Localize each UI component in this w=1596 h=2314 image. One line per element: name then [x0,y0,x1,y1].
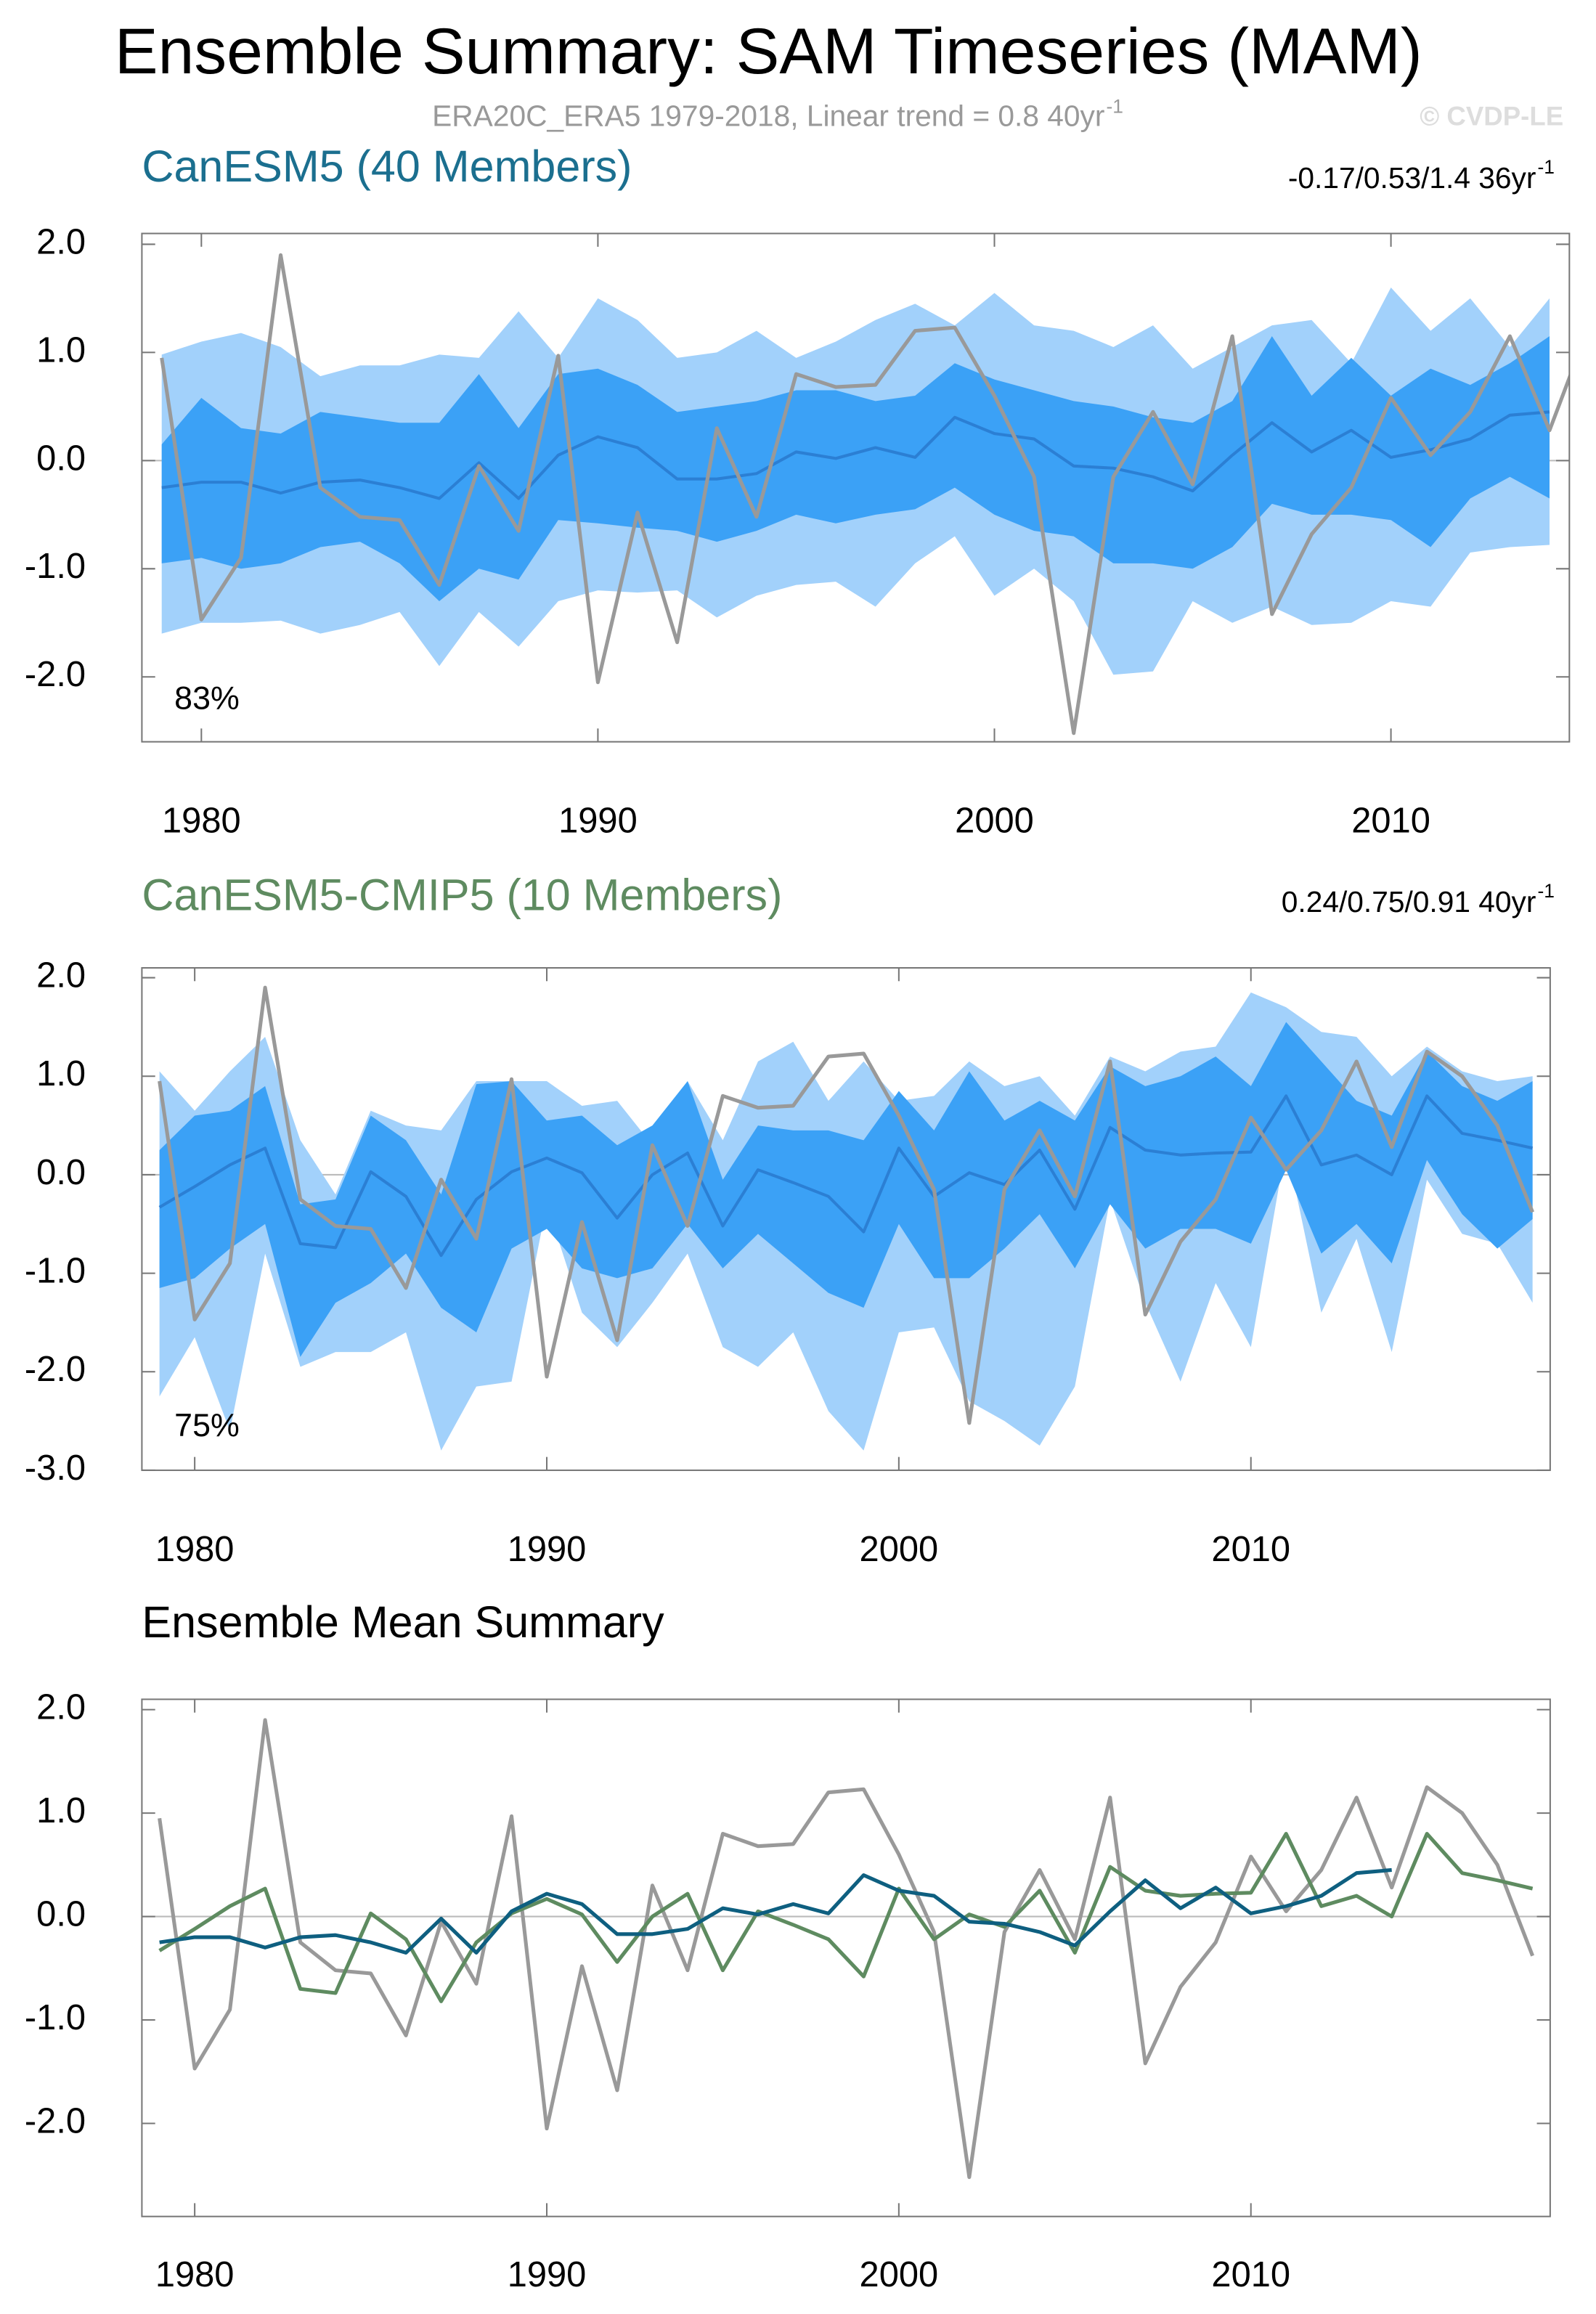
figure-title: Ensemble Summary: SAM Timeseries (MAM) [115,15,1422,87]
y-tick-label: 2.0 [36,1688,86,1727]
spread-band [159,1022,1533,1357]
x-tick-label: 2010 [1351,801,1430,840]
trend-label: 0.24/0.75/0.91 40yr [1282,885,1536,918]
series-line [160,253,1570,736]
x-tick-label: 2000 [860,1530,939,1569]
series-line [158,1832,1534,2003]
y-tick-label: 1.0 [36,1791,86,1830]
series-line [161,410,1550,500]
x-tick-label: 1990 [508,1530,587,1569]
series-line [158,1718,1535,2180]
x-tick-label: 1980 [155,1530,235,1569]
y-tick-label: 2.0 [36,222,86,261]
y-tick-label: 0.0 [36,1894,86,1934]
series-line [158,1094,1534,1258]
y-tick-label: 2.0 [36,956,86,995]
trend-superscript: -1 [1537,880,1555,902]
trend-superscript: -1 [1537,156,1555,178]
panel-title: CanESM5 (40 Members) [142,142,632,191]
x-tick-label: 1980 [162,801,241,840]
plot-frame [141,966,1551,1471]
spread-band [161,336,1550,601]
x-tick-label: 2000 [860,2255,939,2294]
x-tick-label: 1980 [155,2255,235,2294]
watermark: © CVDP-LE [1420,101,1563,131]
series-line [158,985,1534,1425]
y-tick-label: -2.0 [25,2101,86,2140]
y-tick-label: -2.0 [25,1350,86,1389]
y-tick-label: -1.0 [25,1998,86,2037]
y-tick-label: 1.0 [36,1054,86,1093]
annotation: 83% [174,680,240,716]
y-tick-label: 0.0 [36,1153,86,1192]
y-tick-label: -2.0 [25,655,86,694]
x-tick-label: 1990 [508,2255,587,2294]
y-tick-label: 1.0 [36,330,86,370]
annotation: 75% [174,1407,240,1443]
y-tick-label: -1.0 [25,547,86,586]
panel-title: Ensemble Mean Summary [142,1597,664,1647]
subtitle: ERA20C_ERA5 1979-2018, Linear trend = 0.… [432,99,1104,133]
y-tick-label: -1.0 [25,1252,86,1291]
plot-frame [141,1698,1551,2217]
trend-label: -0.17/0.53/1.4 36yr [1288,161,1536,195]
x-tick-label: 2010 [1211,1530,1290,1569]
x-tick-label: 2010 [1211,2255,1290,2294]
plot-frame [141,232,1571,743]
x-tick-label: 1990 [558,801,638,840]
panel-title: CanESM5-CMIP5 (10 Members) [142,870,782,919]
series-line [159,1867,1392,1955]
subtitle-superscript: -1 [1106,96,1123,118]
x-tick-label: 2000 [955,801,1034,840]
y-tick-label: 0.0 [36,439,86,478]
y-tick-label: -3.0 [25,1449,86,1488]
